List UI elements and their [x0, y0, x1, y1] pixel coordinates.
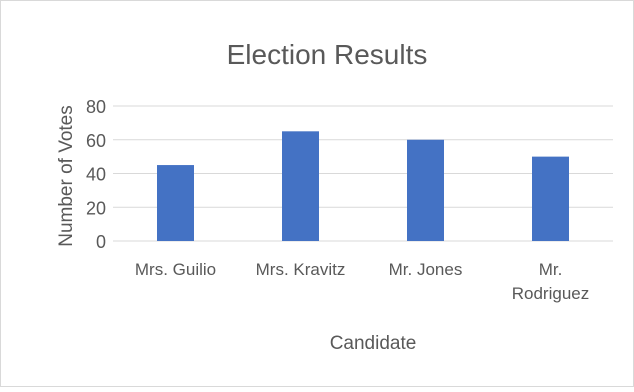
x-tick-label-line: Mr. — [539, 260, 563, 279]
y-tick-label: 20 — [86, 198, 106, 218]
bar — [407, 139, 444, 241]
y-tick-label: 0 — [96, 232, 106, 252]
x-tick-label-line: Mr. Jones — [389, 260, 463, 279]
x-tick-label: Mr. Jones — [389, 260, 463, 279]
y-tick-label: 40 — [86, 165, 106, 185]
x-tick-label: Mrs. Kravitz — [256, 260, 346, 279]
x-tick-label-line: Rodriguez — [512, 284, 590, 303]
bars — [157, 131, 569, 241]
bar — [282, 131, 319, 241]
y-axis-ticks: 0 20 40 60 80 — [86, 97, 106, 252]
y-tick-label: 60 — [86, 131, 106, 151]
x-tick-label-line: Mrs. Kravitz — [256, 260, 346, 279]
bar — [532, 156, 569, 241]
chart-title: Election Results — [227, 39, 428, 70]
y-tick-label: 80 — [86, 97, 106, 117]
x-axis-label: Candidate — [330, 333, 417, 354]
x-axis-ticks: Mrs. Guilio Mrs. Kravitz Mr. Jones Mr. Rodri… — [135, 260, 589, 303]
x-tick-label: Mr. Rodriguez — [512, 260, 590, 303]
x-tick-label: Mrs. Guilio — [135, 260, 216, 279]
y-axis-label: Number of Votes — [56, 105, 77, 247]
gridlines — [113, 105, 613, 242]
bar — [157, 165, 194, 241]
x-tick-label-line: Mrs. Guilio — [135, 260, 216, 279]
